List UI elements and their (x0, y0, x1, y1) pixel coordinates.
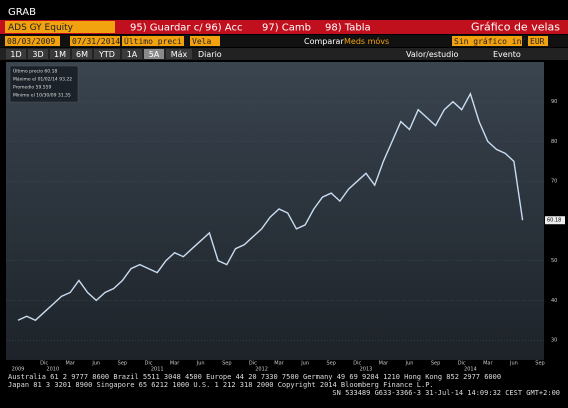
x-tick-label: Jun (300, 361, 309, 367)
field-text: Último preci (124, 35, 182, 46)
period-button[interactable] (50, 49, 70, 59)
x-tick-label: Mar (379, 361, 389, 367)
x-tick-label: Jun (509, 361, 518, 367)
legend-entry: Último precio 60.18 (13, 68, 57, 75)
period-label: 1D (10, 50, 21, 59)
period-button[interactable] (72, 49, 92, 59)
field-text: 08/03/2009 (7, 37, 55, 46)
field[interactable] (122, 36, 184, 46)
x-tick-label: Mar (65, 361, 75, 367)
x-tick-label: Dic (145, 361, 153, 367)
x-tick-label: Sep (222, 361, 231, 367)
x-tick-label: Dic (458, 361, 466, 367)
period-label: 1A (127, 50, 138, 59)
x-tick-label: Jun (91, 361, 100, 367)
x-tick-label: Jun (196, 361, 205, 367)
period-button[interactable] (166, 49, 192, 59)
period-label: Máx (171, 50, 188, 59)
window-title: GRAB (8, 7, 36, 18)
field-text: Vela (192, 37, 211, 46)
year-label: 2014 (464, 367, 477, 373)
x-tick-label: Dic (249, 361, 257, 367)
compare[interactable]: Comparar (304, 37, 344, 46)
x-tick-label: Mar (274, 361, 284, 367)
footer-line: Japan 81 3 3201 8900 Singapore 65 6212 1… (8, 381, 434, 389)
period-label: YTD (98, 50, 115, 59)
field-text: Sin gráfico infer (454, 37, 536, 46)
field[interactable] (528, 36, 548, 46)
x-tick-label: Mar (170, 361, 180, 367)
menu-item[interactable]: 98) Tabla (325, 23, 371, 34)
year-label: 2013 (360, 367, 373, 373)
period-label: 1M (54, 50, 66, 59)
period-label: 3D (32, 50, 43, 59)
x-tick-label: Jun (405, 361, 414, 367)
y-tick-label: 80 (551, 139, 557, 145)
legend-entry: Promedio 59.559 (13, 85, 51, 91)
x-tick-label: Sep (118, 361, 127, 367)
legend-entry: Mínimo el 10/30/09 31.35 (13, 92, 71, 99)
period-button[interactable] (144, 49, 164, 59)
period-label: 6M (76, 50, 88, 59)
legend-entry: Máximo el 01/02/14 93.22 (13, 76, 72, 83)
y-tick-label: 50 (551, 258, 557, 264)
field[interactable] (5, 36, 60, 46)
security-field[interactable] (5, 21, 115, 33)
x-tick-label: Sep (535, 361, 544, 367)
year-label: 2012 (255, 367, 268, 373)
field[interactable] (190, 36, 220, 46)
legend-box (9, 65, 79, 103)
security: ADS GY Equity (8, 23, 74, 33)
period-label: 5A (149, 50, 160, 59)
price-line (17, 92, 524, 322)
x-tick-label: Mar (483, 361, 493, 367)
year-label: 2010 (46, 367, 59, 373)
event[interactable]: Evento (493, 50, 521, 59)
field-text: 07/31/2014 (72, 37, 120, 46)
year-label: 2009 (12, 367, 25, 373)
footer-line: SN 533489 G633-3366-3 31-Jul-14 14:09:32… (332, 389, 560, 397)
y-tick-label: 30 (551, 338, 557, 344)
y-tick-label: 70 (551, 179, 557, 185)
year-label: 2011 (151, 367, 164, 373)
menu-item[interactable]: 97) Camb (262, 23, 311, 34)
x-tick-label: Dic (353, 361, 361, 367)
moving-avg[interactable]: Meds móvs (344, 36, 389, 46)
period-button[interactable] (94, 49, 120, 59)
frequency[interactable]: Diario (198, 50, 222, 59)
footer-line: Australia 61 2 9777 8600 Brazil 5511 304… (8, 373, 501, 381)
chart-name: Gráfico de velas (471, 21, 560, 34)
x-tick-label: Sep (431, 361, 440, 367)
y-tick-label: 90 (551, 99, 557, 105)
plot-area (6, 62, 544, 360)
field[interactable] (70, 36, 120, 46)
period-button[interactable] (6, 49, 26, 59)
x-tick-label: Dic (40, 361, 48, 367)
y-tick-label: 40 (551, 298, 557, 304)
x-tick-label: Sep (326, 361, 335, 367)
field[interactable] (452, 36, 522, 46)
period-button[interactable] (122, 49, 142, 59)
last-price-tag (545, 216, 565, 225)
menu-item[interactable]: 96) Acc (205, 23, 242, 34)
menu-item[interactable]: 95) Guardar c/ (130, 23, 203, 34)
period-button[interactable] (28, 49, 48, 59)
field-text: EUR (530, 37, 545, 46)
value-study[interactable]: Valor/estudio (406, 50, 458, 59)
menu-bar (0, 20, 568, 34)
last-price: 60.18 (547, 218, 561, 224)
